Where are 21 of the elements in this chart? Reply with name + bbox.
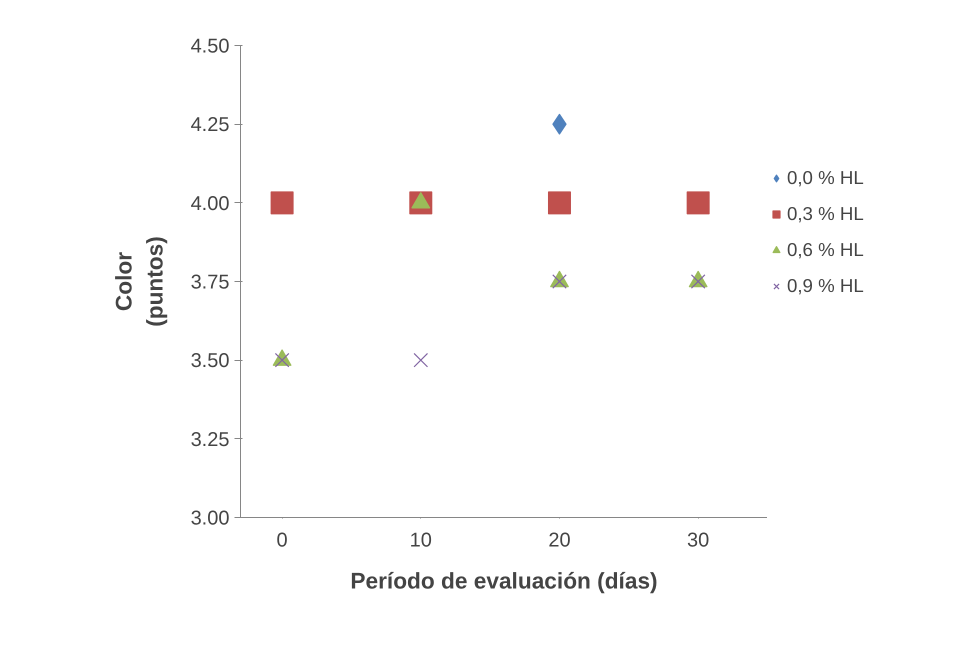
- y-tick-label: 4.50: [190, 36, 230, 58]
- point: [548, 191, 571, 214]
- legend-label: 0,6 % HL: [787, 239, 864, 261]
- y-tick-label: 3.00: [190, 508, 230, 530]
- legend-label: 0,0 % HL: [787, 167, 864, 189]
- point: [413, 352, 428, 368]
- x-tick-label: 10: [410, 530, 432, 552]
- x-tick-label: 0: [276, 530, 288, 552]
- y-tick-label: 4.25: [190, 114, 230, 136]
- y-tick-label: 4.00: [190, 192, 230, 215]
- y-tick-label: 3.75: [190, 272, 230, 294]
- y-axis-title: Color (puntos): [110, 236, 168, 327]
- y-tick-label: 3.50: [190, 350, 230, 372]
- legend-label: 0,9 % HL: [787, 275, 864, 297]
- point: [686, 191, 710, 214]
- point: [270, 191, 294, 214]
- x-tick-label: 30: [687, 530, 710, 552]
- legend-label: 0,3 % HL: [787, 203, 864, 225]
- x-tick-label: 20: [548, 530, 571, 552]
- y-tick-label: 3.25: [190, 428, 230, 451]
- x-axis-title: Período de evaluación (días): [350, 568, 658, 594]
